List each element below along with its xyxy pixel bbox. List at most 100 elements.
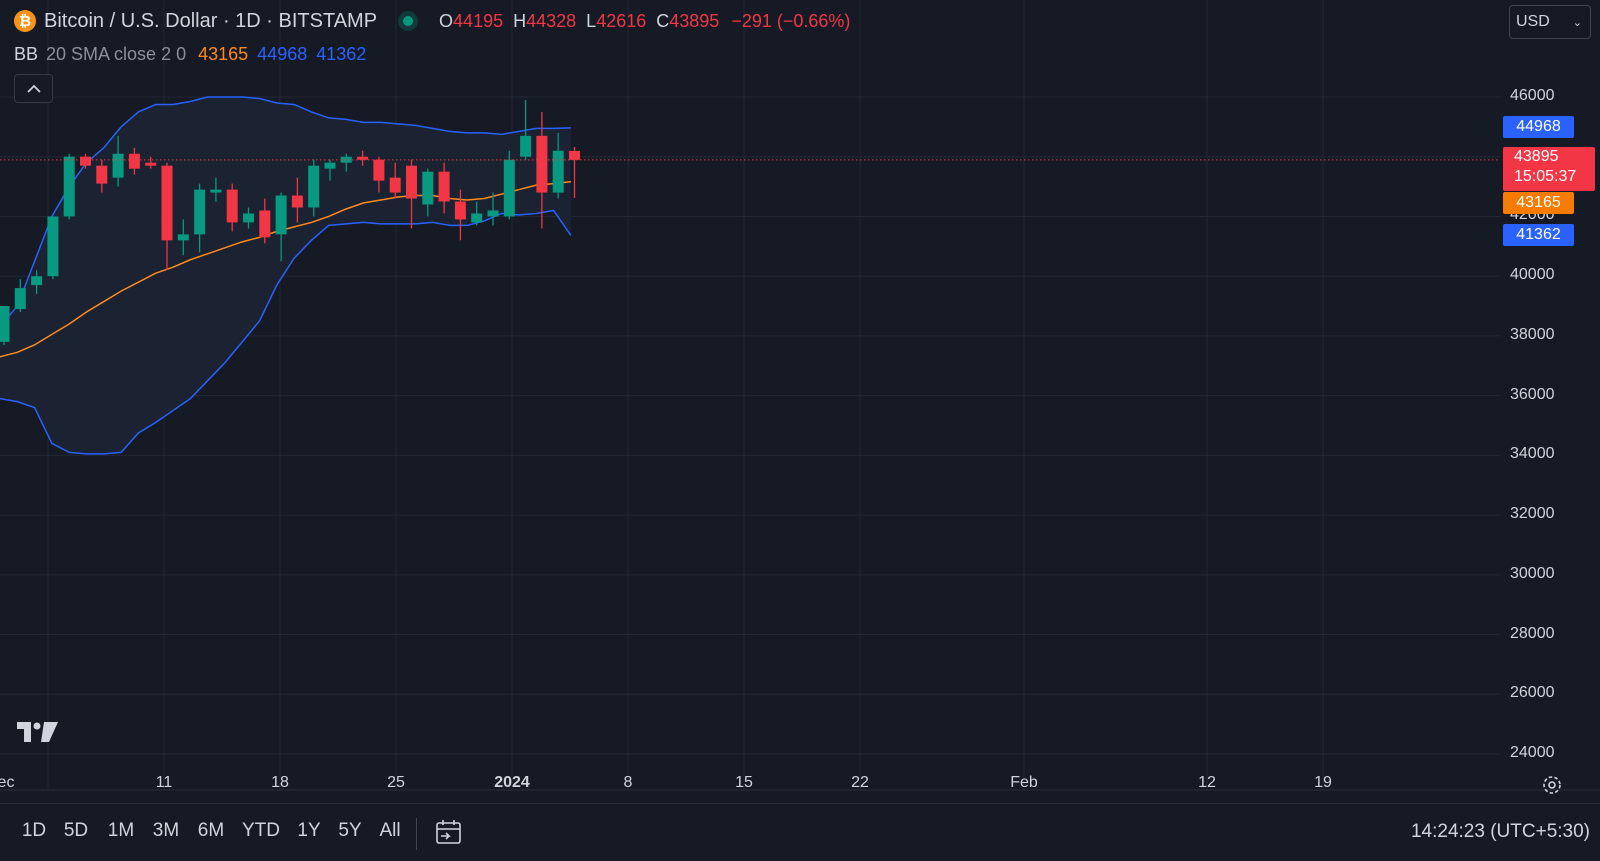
candle-body [161,165,173,241]
time-tick-label: 11 [155,774,173,791]
range-1d-button[interactable]: 1D [21,820,47,841]
candle-body [422,171,434,205]
range-1y-button[interactable]: 1Y [297,820,321,841]
collapse-legend-button[interactable] [14,74,53,103]
price-tick-label: 26000 [1510,684,1555,702]
candle-body [438,171,450,202]
candle-body [471,213,483,223]
candle-body [406,165,417,199]
high-label: H [513,10,527,31]
ohlc-values: O44195 H44328 L42616 C43895 −291 (−0.66%… [439,11,850,32]
bottom-toolbar: 1D 5D 1M 3M 6M YTD 1Y 5Y All 14:24:23 (U… [0,803,1600,861]
indicator-name[interactable]: BB [14,43,39,64]
candle-body [487,210,499,217]
toolbar-divider [416,818,417,850]
candle-body [275,195,287,235]
range-5d-button[interactable]: 5D [63,820,89,841]
close-label: C [656,10,670,31]
candle-body [340,156,352,163]
candlestick-series [0,99,580,345]
bar-countdown: 15:05:37 [1514,168,1577,185]
time-tick-label: Feb [1010,774,1038,791]
indicator-upper-value: 44968 [257,43,308,64]
open-label: O [439,10,454,31]
bitcoin-icon: ₿ [14,10,36,32]
range-6m-button[interactable]: 6M [197,820,225,841]
band-fill [0,97,571,454]
candle-body [226,189,238,223]
upper-band-line [0,96,571,328]
candle-body [194,189,206,235]
chevron-up-icon [26,84,41,93]
candle-body [14,288,26,310]
range-ytd-button[interactable]: YTD [242,820,280,841]
price-tick-label: 28000 [1510,624,1555,642]
candle-body [520,135,532,157]
candle-body [503,159,515,217]
range-3m-button[interactable]: 3M [152,820,180,841]
price-tick-label: 34000 [1510,445,1555,463]
currency-select[interactable]: USD ⌄ [1509,5,1591,39]
price-tick-label: 38000 [1510,325,1555,343]
candle-body [569,150,580,160]
last-price-value: 43895 [1514,148,1559,165]
currency-value: USD [1516,13,1550,30]
candle-body [210,189,222,193]
time-tick-label: 15 [735,774,753,791]
candle-body [31,276,43,286]
indicator-legend[interactable]: BB 20 SMA close 2 0 43165 44968 41362 [14,43,366,65]
price-tick-label: 24000 [1510,744,1555,761]
lower-band-line [0,209,572,455]
price-tick-label: 46000 [1510,87,1555,104]
last-price-tag: 43895 15:05:37 [1503,147,1595,191]
timezone-clock[interactable]: 14:24:23 (UTC+5:30) [1410,821,1590,842]
candle-body [96,165,108,184]
symbol-legend: ₿ Bitcoin / U.S. Dollar · 1D · BITSTAMP … [14,8,850,34]
close-value: 43895 [669,10,720,31]
lower-band-tag: 41362 [1503,224,1574,246]
high-value: 44328 [526,10,577,31]
price-tick-label: 40000 [1510,266,1555,284]
range-all-button[interactable]: All [379,820,401,841]
time-tick-label: ec [0,774,15,791]
candle-body [112,153,124,178]
candle-body [259,210,271,238]
candle-body [47,216,59,277]
candle-body [357,156,369,160]
low-value: 42616 [596,10,647,31]
time-tick-label: 18 [271,774,289,791]
time-tick-label: 22 [851,774,869,791]
price-change: −291 (−0.66%) [731,10,851,31]
indicator-params: 20 SMA close 2 0 [46,43,187,64]
candle-body [389,177,401,193]
indicator-lower-value: 41362 [316,43,367,64]
candle-body [291,195,303,208]
candle-body [536,135,548,193]
time-tick-label: 12 [1198,774,1216,791]
price-tick-label: 36000 [1510,385,1555,403]
go-to-date-icon[interactable] [434,818,464,848]
chevron-down-icon: ⌄ [1572,16,1582,29]
candle-body [0,306,10,342]
symbol-title[interactable]: Bitcoin / U.S. Dollar · 1D · BITSTAMP [44,9,378,32]
basis-tag: 43165 [1503,192,1574,214]
candle-body [63,156,75,217]
open-value: 44195 [453,10,504,31]
range-5y-button[interactable]: 5Y [338,820,362,841]
time-tick-label: 8 [623,774,633,791]
candle-body [177,234,189,241]
low-label: L [586,10,597,31]
candle-body [373,159,385,181]
candle-body [454,201,466,220]
candle-body [324,162,336,169]
tradingview-logo[interactable] [17,722,59,744]
candle-body [145,162,157,166]
market-status-icon [403,16,414,26]
candle-body [243,213,254,223]
upper-band-tag: 44968 [1503,116,1574,138]
range-1m-button[interactable]: 1M [107,820,135,841]
settings-gear-icon[interactable] [1540,773,1564,797]
time-tick-label: 19 [1314,774,1332,791]
